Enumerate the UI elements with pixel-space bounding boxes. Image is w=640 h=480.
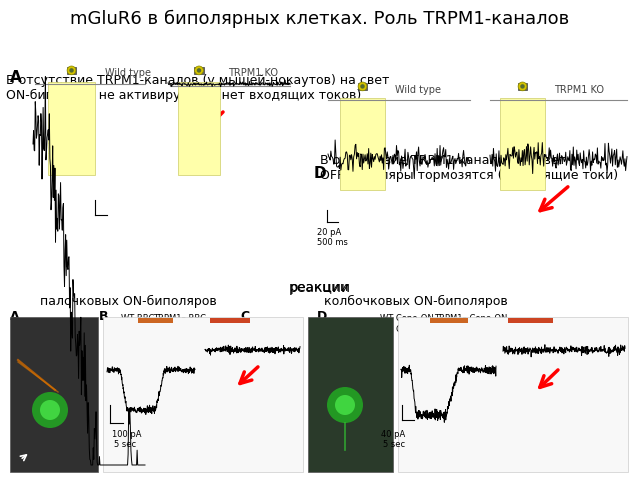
Text: колбочковых ON-биполяров: колбочковых ON-биполяров (324, 295, 508, 308)
Text: WT RBC
CPPG: WT RBC CPPG (121, 314, 154, 334)
Text: TRPM1 KO: TRPM1 KO (228, 68, 278, 78)
Text: палочковых ON-биполяров: палочковых ON-биполяров (40, 295, 216, 308)
Circle shape (196, 68, 201, 72)
Text: 5 sec: 5 sec (114, 440, 136, 449)
Text: A: A (10, 310, 19, 323)
Bar (194, 67, 204, 74)
Text: 50 pA
500 ms: 50 pA 500 ms (48, 137, 79, 156)
Text: 100 pA: 100 pA (112, 430, 141, 439)
Text: В отсутствие TRPM1-каналов на свет
OFF-биполяры тормозятся (выходящие токи): В отсутствие TRPM1-каналов на свет OFF-б… (320, 154, 618, 182)
Text: WT Cone-ON
CPPG: WT Cone-ON CPPG (380, 314, 433, 334)
Bar (508, 318, 553, 323)
Circle shape (69, 68, 74, 72)
Text: Wild type: Wild type (105, 68, 151, 78)
Bar (430, 318, 468, 323)
Text: Wild type: Wild type (395, 85, 441, 95)
Circle shape (358, 82, 367, 91)
Bar (358, 83, 367, 90)
Bar (67, 67, 76, 74)
Circle shape (40, 400, 60, 420)
Text: D: D (314, 166, 326, 180)
Text: D: D (317, 310, 327, 323)
Text: реакции: реакции (290, 281, 350, 294)
Text: A: A (10, 70, 21, 84)
Circle shape (327, 387, 363, 423)
Text: 20 pA
500 ms: 20 pA 500 ms (317, 228, 348, 247)
Bar (308, 317, 393, 472)
Text: C: C (240, 310, 249, 323)
Text: 5 sec: 5 sec (383, 440, 405, 449)
Text: TRPM1⁻ RBC
CPPG: TRPM1⁻ RBC CPPG (153, 314, 205, 334)
Text: TRPM1 KO: TRPM1 KO (554, 85, 604, 95)
Bar (500, 98, 545, 190)
Bar (138, 318, 173, 323)
Bar (103, 317, 303, 472)
Bar (398, 317, 628, 472)
Circle shape (360, 84, 365, 89)
Bar (48, 82, 95, 175)
Bar (340, 98, 385, 190)
Circle shape (32, 392, 68, 428)
Circle shape (520, 84, 525, 89)
Text: реакции: реакции (289, 281, 351, 295)
Bar (10, 317, 98, 472)
Circle shape (518, 82, 527, 91)
Text: В отсутствие TRPM1-каналов (у мышей-нокаутов) на свет
ON-биполяры не активируютс: В отсутствие TRPM1-каналов (у мышей-нока… (6, 74, 390, 103)
Text: mGluR6 в биполярных клетках. Роль TRPM1-каналов: mGluR6 в биполярных клетках. Роль TRPM1-… (70, 10, 570, 28)
Text: TRPM1⁻ Cone-ON
CPPG: TRPM1⁻ Cone-ON CPPG (434, 314, 507, 334)
Text: 40 pA: 40 pA (381, 430, 405, 439)
Text: B: B (99, 310, 109, 323)
Bar (210, 318, 250, 323)
Bar (178, 82, 220, 175)
Circle shape (67, 66, 76, 75)
Circle shape (195, 66, 204, 75)
Bar (518, 83, 527, 90)
Circle shape (335, 395, 355, 415)
